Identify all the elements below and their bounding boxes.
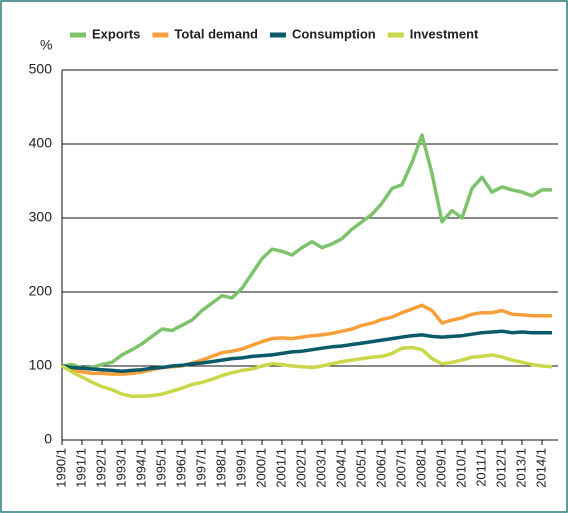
- y-tick-label: 200: [29, 283, 53, 299]
- line-series: [61, 329, 552, 373]
- x-tick-label: 2005/1: [353, 448, 368, 488]
- x-tick-label: 1994/1: [133, 448, 148, 488]
- x-tick-label: 2000/1: [253, 448, 268, 488]
- line-series: [61, 345, 553, 399]
- x-tick-label: 1992/1: [93, 448, 108, 488]
- x-tick-label: 1990/1: [53, 448, 68, 488]
- legend-label: Investment: [410, 26, 479, 41]
- x-tick-label: 2009/1: [433, 448, 448, 488]
- x-tick-label: 2014/1: [533, 448, 548, 488]
- x-tick-label: 1995/1: [153, 448, 168, 488]
- x-tick-label: 2008/1: [413, 448, 428, 488]
- x-tick-label: 2011/1: [473, 448, 488, 487]
- x-tick-label: 2007/1: [393, 448, 408, 488]
- x-tick-label: 1998/1: [213, 448, 228, 488]
- y-tick-label: 400: [29, 135, 53, 151]
- x-tick-label: 2012/1: [493, 448, 508, 488]
- x-tick-label: 2013/1: [513, 448, 528, 488]
- x-tick-label: 2006/1: [373, 448, 388, 488]
- y-tick-label: 100: [29, 357, 53, 373]
- y-axis-label: %: [40, 37, 52, 53]
- x-tick-label: 2010/1: [453, 448, 468, 488]
- x-tick-label: 1999/1: [233, 448, 248, 488]
- x-tick-label: 1991/1: [73, 448, 88, 488]
- x-tick-label: 2003/1: [313, 448, 328, 488]
- x-tick-label: 2001/1: [273, 448, 288, 488]
- x-tick-label: 1996/1: [173, 448, 188, 488]
- legend-label: Exports: [92, 26, 140, 41]
- y-tick-label: 300: [29, 209, 53, 225]
- x-tick-label: 1997/1: [193, 448, 208, 488]
- y-tick-label: 500: [29, 61, 53, 77]
- x-tick-label: 1993/1: [113, 448, 128, 488]
- y-tick-label: 0: [44, 431, 52, 447]
- x-tick-label: 2002/1: [293, 448, 308, 488]
- legend-label: Total demand: [174, 26, 258, 41]
- line-series: [61, 133, 552, 370]
- line-series: [61, 303, 552, 376]
- x-tick-label: 2004/1: [333, 448, 348, 488]
- legend-label: Consumption: [292, 26, 376, 41]
